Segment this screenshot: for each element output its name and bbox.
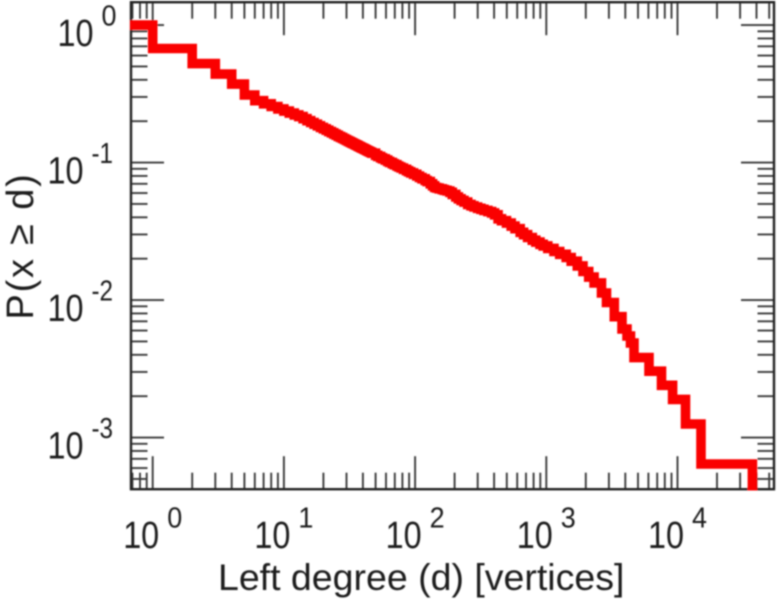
svg-text:-3: -3	[92, 413, 114, 445]
svg-text:0: 0	[167, 503, 182, 535]
svg-text:10: 10	[386, 515, 422, 557]
svg-text:3: 3	[561, 503, 576, 535]
svg-text:10: 10	[254, 515, 290, 557]
svg-text:0: 0	[102, 1, 117, 33]
svg-text:10: 10	[517, 515, 553, 557]
svg-text:10: 10	[48, 425, 84, 467]
svg-text:4: 4	[692, 503, 707, 535]
svg-text:-1: -1	[92, 138, 114, 170]
svg-text:10: 10	[48, 288, 84, 330]
svg-text:Left degree (d) [vertices]: Left degree (d) [vertices]	[218, 556, 624, 598]
svg-text:10: 10	[648, 515, 684, 557]
svg-text:-2: -2	[92, 276, 114, 308]
svg-text:2: 2	[430, 503, 445, 535]
svg-text:1: 1	[298, 503, 313, 535]
svg-text:10: 10	[48, 150, 84, 192]
svg-text:10: 10	[58, 13, 94, 55]
svg-text:P(x ≥ d): P(x ≥ d)	[0, 172, 42, 319]
svg-text:10: 10	[123, 515, 159, 557]
